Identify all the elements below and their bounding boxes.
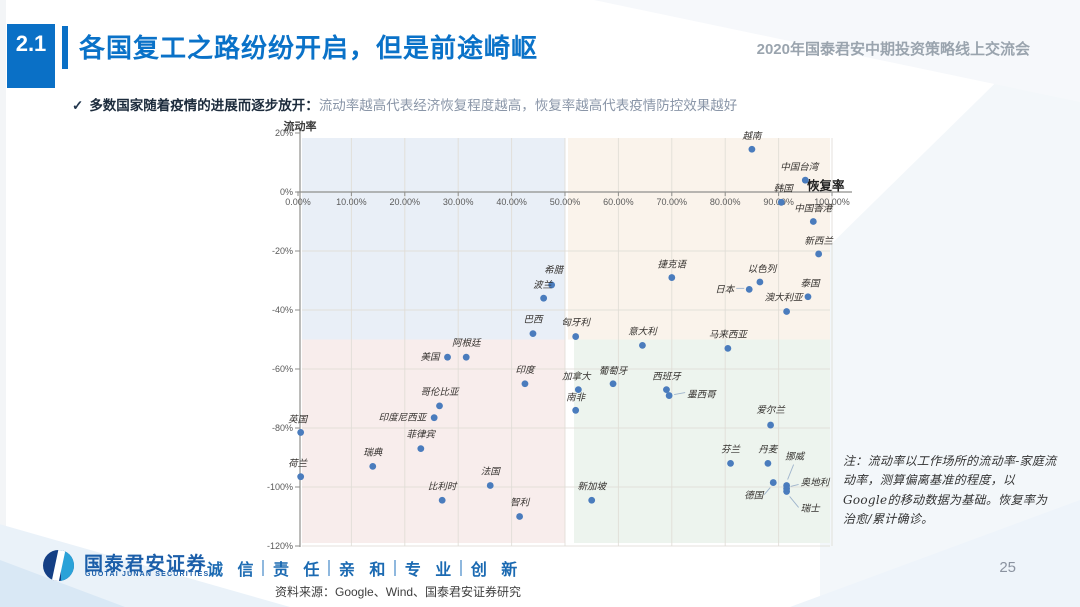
slogan-word: 诚 信 [207, 562, 259, 579]
key-point-bold: 多数国家随着疫情的进展而逐步放开： [89, 98, 319, 113]
svg-text:马来西亚: 马来西亚 [709, 329, 749, 340]
svg-text:比利时: 比利时 [428, 481, 458, 492]
svg-text:40.00%: 40.00% [496, 197, 527, 207]
svg-text:印度尼西亚: 印度尼西亚 [379, 412, 428, 424]
svg-text:南非: 南非 [566, 392, 587, 403]
svg-text:奥地利: 奥地利 [801, 476, 831, 488]
svg-text:-120%: -120% [267, 541, 293, 551]
chart-note: 注：流动率以工作场所的流动率-家庭流动率，测算偏离基准的程度，以Google的移… [843, 454, 1057, 527]
svg-text:瑞典: 瑞典 [363, 446, 383, 458]
slogan-divider [394, 560, 396, 576]
page-title: 各国复工之路纷纷开启，但是前途崎岖 [79, 33, 539, 63]
svg-text:中国台湾: 中国台湾 [780, 161, 820, 173]
svg-text:流动率: 流动率 [284, 119, 317, 133]
svg-text:以色列: 以色列 [748, 263, 778, 275]
svg-text:智利: 智利 [510, 497, 531, 509]
svg-text:爱尔兰: 爱尔兰 [756, 405, 786, 416]
svg-text:10.00%: 10.00% [336, 197, 367, 207]
svg-text:芬兰: 芬兰 [721, 444, 742, 455]
svg-text:丹麦: 丹麦 [758, 444, 779, 455]
svg-text:韩国: 韩国 [774, 183, 795, 194]
company-slogan: 诚 信 责 任 亲 和 专 业 创 新 [207, 556, 522, 580]
svg-text:匈牙利: 匈牙利 [561, 318, 591, 329]
checkmark-icon: ✓ [72, 98, 84, 113]
slogan-word: 创 新 [470, 562, 523, 579]
svg-text:英国: 英国 [288, 414, 309, 425]
svg-text:80.00%: 80.00% [710, 197, 741, 207]
svg-text:0.00%: 0.00% [285, 197, 311, 207]
section-number-badge: 2.1 [7, 24, 55, 88]
slogan-word: 责 任 [272, 562, 325, 579]
svg-text:20%: 20% [275, 128, 293, 138]
svg-text:波兰: 波兰 [533, 280, 554, 291]
svg-text:-20%: -20% [272, 246, 293, 256]
svg-text:德国: 德国 [744, 490, 765, 502]
data-source-line: 资料来源：Google、Wind、国泰君安证券研究 [275, 585, 522, 599]
slogan-word: 亲 和 [338, 562, 391, 579]
svg-text:西班牙: 西班牙 [652, 372, 682, 383]
svg-text:意大利: 意大利 [628, 325, 658, 337]
svg-text:100.00%: 100.00% [814, 197, 850, 207]
svg-text:日本: 日本 [715, 284, 736, 295]
key-point-line: ✓ 多数国家随着疫情的进展而逐步放开：流动率越高代表经济恢复程度越高，恢复率越高代… [72, 94, 737, 114]
svg-text:法国: 法国 [481, 467, 502, 478]
svg-text:哥伦比亚: 哥伦比亚 [421, 386, 461, 398]
svg-text:-100%: -100% [267, 482, 293, 492]
key-point-rest: 流动率越高代表经济恢复程度越高，恢复率越高代表疫情防控效果越好 [318, 98, 738, 113]
title-accent-bar [62, 26, 68, 69]
page-number: 25 [999, 559, 1016, 576]
logo-light-half [61, 550, 74, 581]
svg-text:0%: 0% [280, 187, 293, 197]
svg-text:印度: 印度 [515, 364, 536, 376]
company-name-cn: 国泰君安证券 [84, 554, 208, 575]
svg-text:中国香港: 中国香港 [794, 204, 834, 215]
svg-text:30.00%: 30.00% [443, 197, 474, 207]
svg-text:美国: 美国 [421, 351, 442, 363]
svg-text:加拿大: 加拿大 [562, 371, 592, 383]
svg-text:墨西哥: 墨西哥 [687, 390, 717, 401]
svg-text:捷克语: 捷克语 [658, 260, 688, 271]
svg-text:新西兰: 新西兰 [804, 235, 834, 247]
svg-text:泰国: 泰国 [800, 279, 821, 290]
slogan-divider [460, 560, 462, 576]
svg-text:菲律宾: 菲律宾 [407, 429, 437, 441]
slogan-divider [262, 560, 264, 576]
svg-text:阿根廷: 阿根廷 [452, 338, 482, 349]
svg-text:越南: 越南 [742, 131, 763, 142]
company-logo-icon [43, 550, 74, 581]
slogan-divider [328, 560, 330, 576]
svg-text:挪威: 挪威 [785, 452, 806, 463]
svg-text:新加坡: 新加坡 [577, 480, 607, 492]
company-name-en: GUOTAI JUNAN SECURITIES [85, 571, 210, 578]
svg-text:澳大利亚: 澳大利亚 [765, 292, 805, 303]
svg-text:荷兰: 荷兰 [288, 459, 309, 470]
svg-text:-80%: -80% [272, 423, 293, 433]
slogan-word: 专 业 [404, 562, 457, 579]
svg-text:巴西: 巴西 [523, 315, 544, 326]
svg-text:恢复率: 恢复率 [807, 178, 845, 193]
svg-text:葡萄牙: 葡萄牙 [599, 366, 629, 377]
conference-title: 2020年国泰君安中期投资策略线上交流会 [756, 41, 1030, 58]
svg-text:60.00%: 60.00% [603, 197, 634, 207]
svg-text:70.00%: 70.00% [657, 197, 688, 207]
svg-text:-60%: -60% [272, 364, 293, 374]
svg-text:瑞士: 瑞士 [801, 503, 822, 514]
svg-text:-40%: -40% [272, 305, 293, 315]
svg-text:20.00%: 20.00% [390, 197, 421, 207]
svg-text:希腊: 希腊 [544, 265, 565, 276]
bg-decoration-left-strip [0, 0, 6, 607]
svg-text:50.00%: 50.00% [550, 197, 581, 207]
